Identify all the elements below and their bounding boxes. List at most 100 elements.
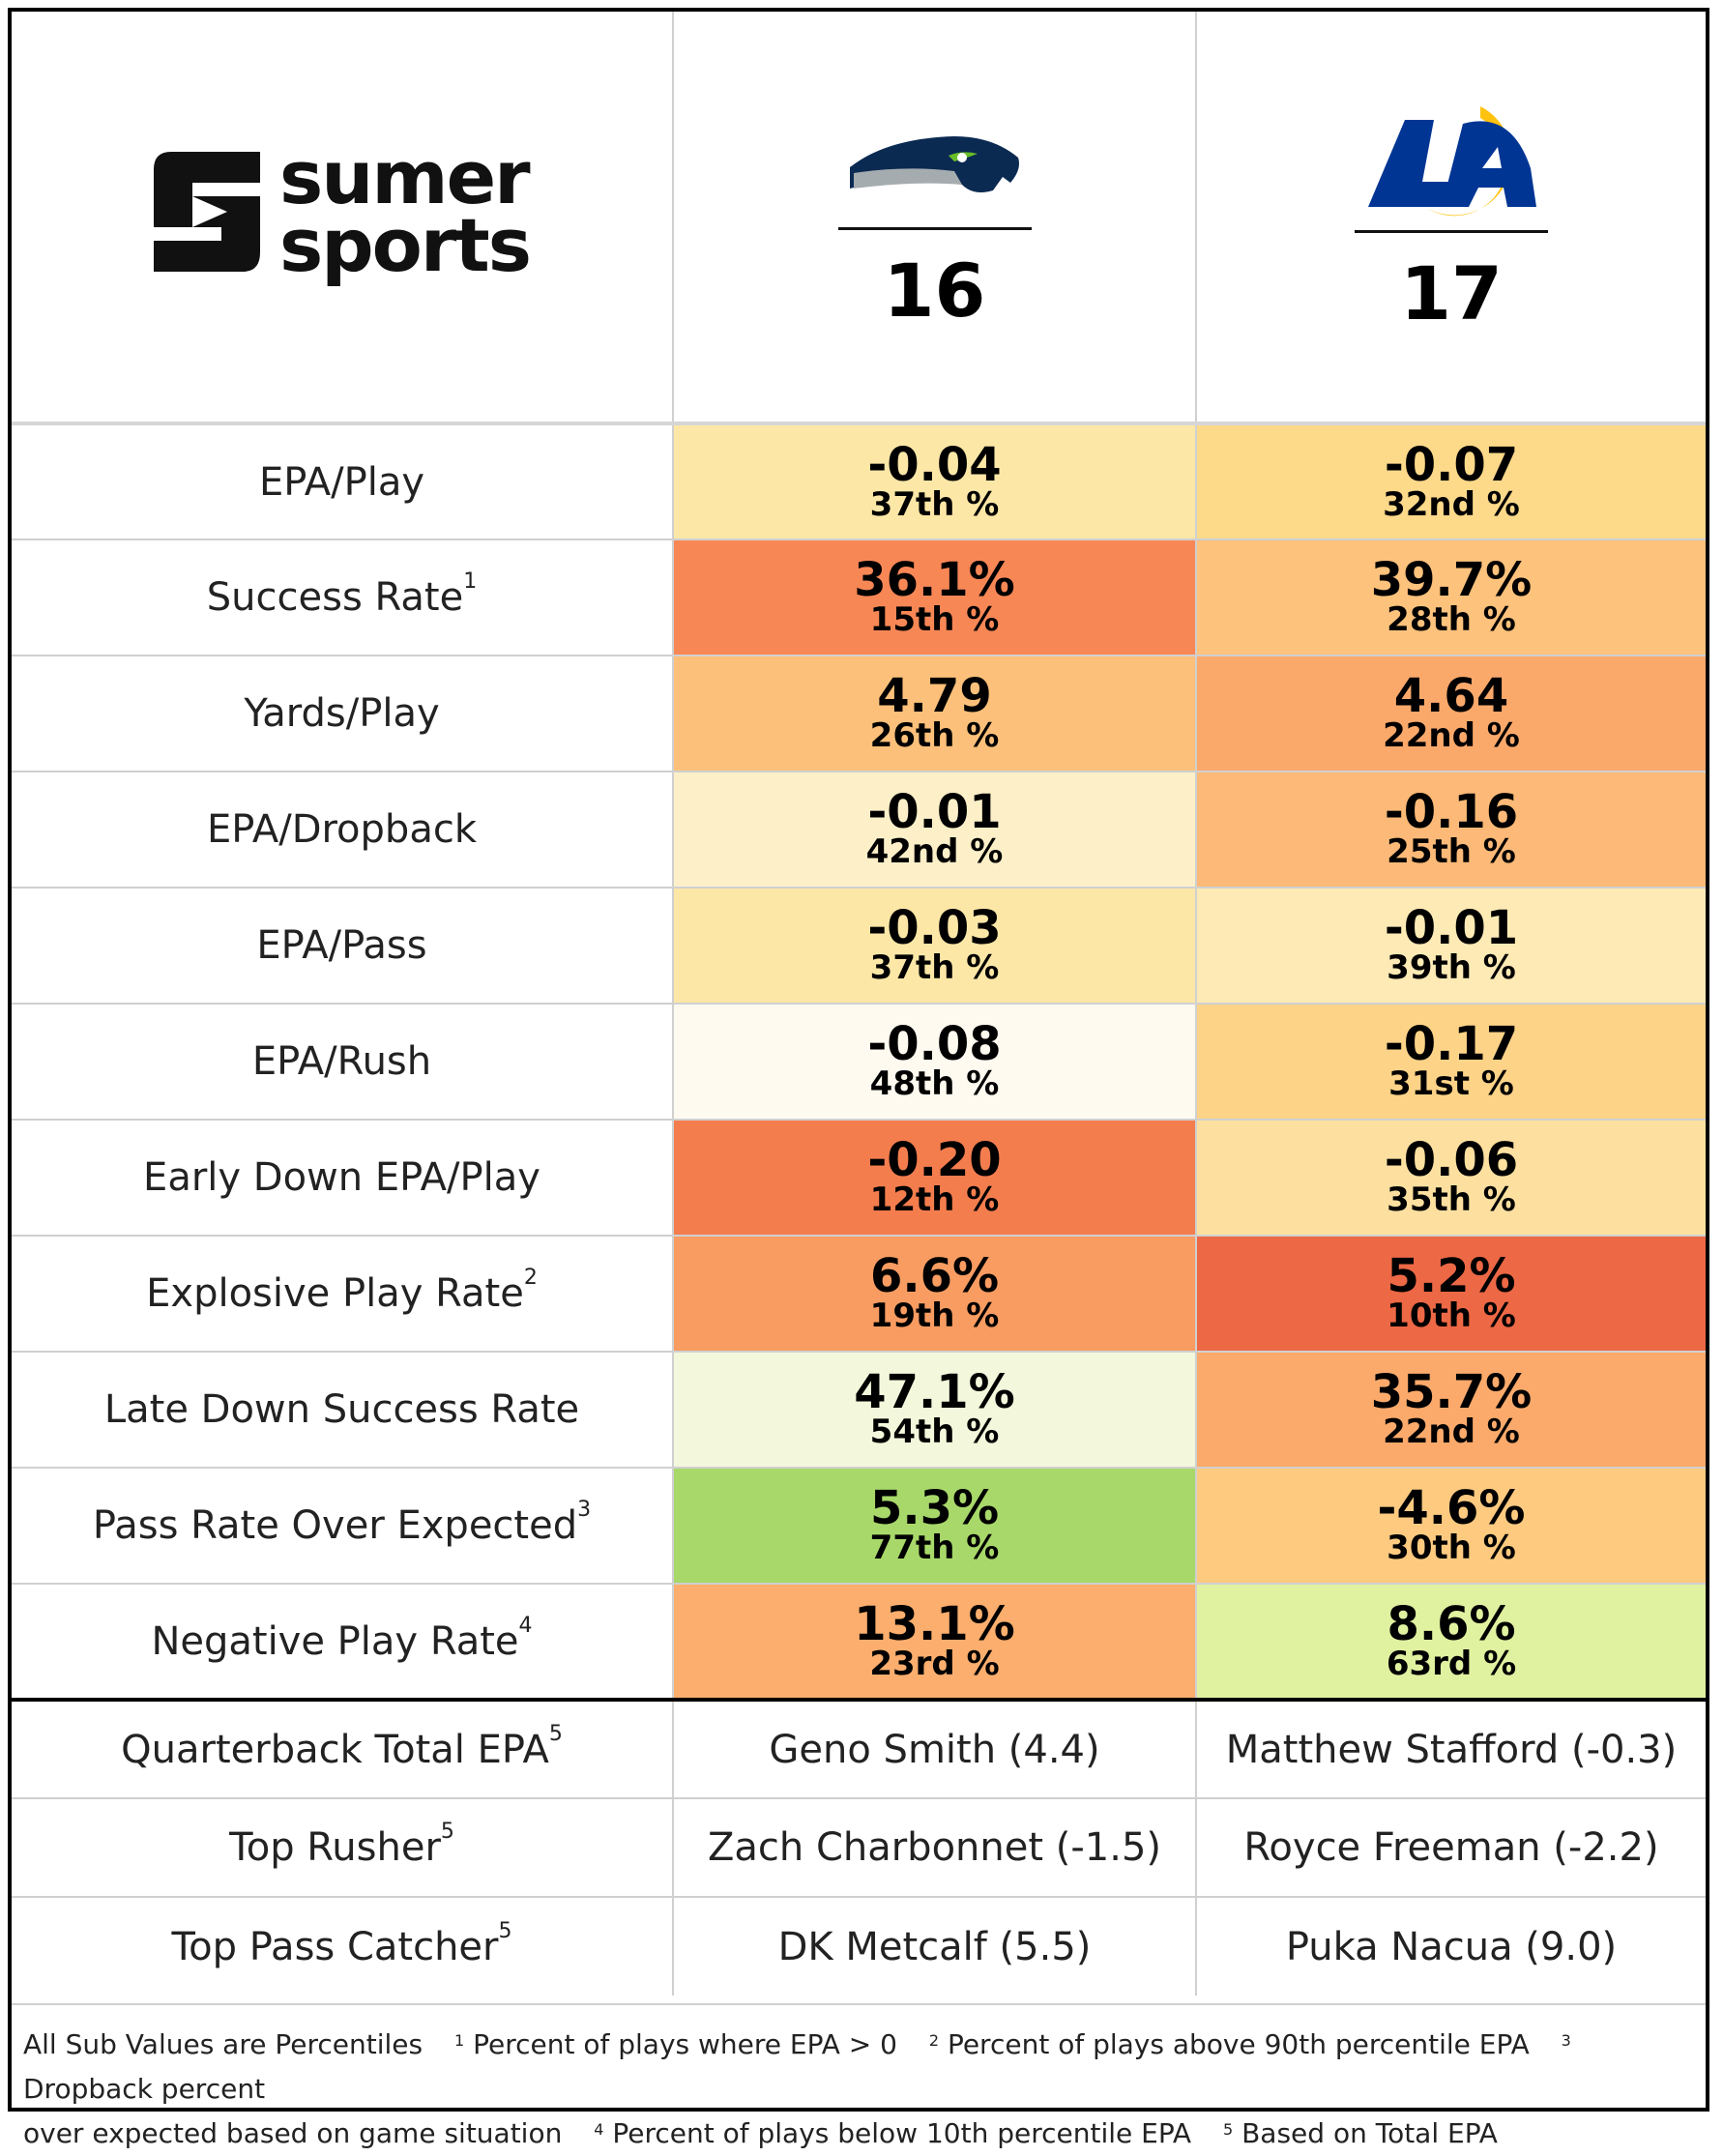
team-a-stat-cell: -0.01 42nd % [673, 771, 1197, 888]
stat-value: 6.6% [869, 1249, 1000, 1303]
player-row-label-text: Top Rusher [229, 1825, 441, 1870]
footnote-1-text: Percent of plays where EPA > 0 [473, 2028, 897, 2060]
stat-value: 47.1% [854, 1365, 1015, 1419]
brand-cell: sumer sports [12, 12, 674, 423]
team-b-player: Puka Nacua (9.0) [1196, 1896, 1706, 1996]
stat-label-text: Early Down EPA/Play [143, 1155, 540, 1200]
player-row-label-text: Quarterback Total EPA [121, 1727, 549, 1772]
team-b-stat-cell: 35.7% 22nd % [1196, 1351, 1706, 1468]
team-b-player: Royce Freeman (-2.2) [1196, 1797, 1706, 1897]
stat-value: 5.3% [869, 1481, 1000, 1535]
stat-value: 4.64 [1393, 669, 1509, 723]
footnote-3-cont: over expected based on game situation [23, 2117, 563, 2149]
team-a-underline [837, 227, 1032, 230]
brand-line2: sports [279, 202, 532, 288]
stat-percentile: 42nd % [865, 832, 1004, 871]
stat-value: -0.01 [867, 785, 1002, 839]
stat-percentile: 63rd % [1386, 1644, 1517, 1683]
stat-label: Late Down Success Rate [12, 1351, 674, 1468]
seahawks-logo-icon [849, 136, 1019, 192]
stat-value: 4.79 [877, 669, 992, 723]
player-row-label-text: Top Pass Catcher [171, 1924, 499, 1969]
stat-label-text: Pass Rate Over Expected [92, 1503, 578, 1548]
footnote-2: 2 Percent of plays above 90th percentile… [928, 2028, 1530, 2060]
stat-row: Yards/Play 4.79 26th % 4.64 22nd % [12, 655, 1706, 772]
footnote-3-text-a: Dropback percent [23, 2073, 266, 2105]
team-a-player: Geno Smith (4.4) [673, 1698, 1197, 1798]
stat-percentile: 22nd % [1383, 1413, 1520, 1451]
stat-label-text: EPA/Rush [251, 1039, 432, 1084]
team-a-stat-cell: 4.79 26th % [673, 655, 1197, 772]
stat-label-text: Negative Play Rate [151, 1618, 519, 1664]
footnote-5: 5 Based on Total EPA [1223, 2117, 1498, 2149]
stat-value: -0.03 [867, 901, 1002, 955]
stat-value: 8.6% [1387, 1596, 1516, 1651]
stat-label: EPA/Pass [12, 887, 674, 1004]
stat-value: -0.20 [867, 1133, 1002, 1187]
stat-row: Pass Rate Over Expected3 5.3% 77th % -4.6% 3… [12, 1467, 1706, 1584]
stat-value: -0.08 [867, 1017, 1002, 1071]
team-a-stat-cell: 47.1% 54th % [673, 1351, 1197, 1468]
team-b-stat-cell: -0.01 39th % [1196, 887, 1706, 1004]
stat-percentile: 19th % [869, 1297, 1000, 1335]
footnote-marker: 3 [577, 1498, 592, 1522]
stat-row: Late Down Success Rate 47.1% 54th % 35.7% 22… [12, 1351, 1706, 1468]
footnote-4: 4 Percent of plays below 10th percentile… [594, 2117, 1192, 2149]
stat-label: Success Rate1 [12, 539, 674, 656]
stat-percentile: 12th % [869, 1180, 1000, 1219]
team-a-player: Zach Charbonnet (-1.5) [673, 1797, 1197, 1897]
stat-value: 36.1% [854, 553, 1015, 607]
stat-percentile: 77th % [869, 1529, 1000, 1567]
team-b-stat-cell: -0.06 35th % [1196, 1119, 1706, 1236]
stat-label: Pass Rate Over Expected3 [12, 1467, 674, 1584]
player-row: Quarterback Total EPA5 Geno Smith (4.4) Ma… [12, 1698, 1706, 1798]
sumer-sports-logo: sumer sports [12, 141, 672, 288]
footnote-4-text: Percent of plays below 10th percentile E… [612, 2117, 1192, 2149]
stat-label: Negative Play Rate4 [12, 1583, 674, 1700]
stat-value: -0.17 [1384, 1017, 1519, 1071]
stat-label-text: Yards/Play [244, 691, 440, 736]
stats-table: sumer sports 16 [12, 12, 1706, 1996]
stat-label-text: EPA/Play [258, 459, 425, 505]
stat-value: 5.2% [1387, 1249, 1516, 1303]
stat-row: Explosive Play Rate2 6.6% 19th % 5.2% 10th % [12, 1235, 1706, 1352]
stat-label-text: EPA/Dropback [207, 807, 477, 852]
footnote-marker: 1 [463, 569, 478, 594]
comparison-card: sumer sports 16 [8, 8, 1709, 2149]
team-b-score: 17 [1400, 250, 1503, 336]
footnotes: All Sub Values are Percentiles 1 Percent… [12, 2003, 1706, 2149]
stat-value: 13.1% [854, 1596, 1015, 1651]
team-a-cell: 16 [673, 12, 1197, 423]
stat-row: EPA/Dropback -0.01 42nd % -0.16 25th % [12, 771, 1706, 888]
stat-percentile: 37th % [869, 484, 1000, 524]
team-a-stat-cell: -0.20 12th % [673, 1119, 1197, 1236]
team-a-stat-cell: -0.08 48th % [673, 1003, 1197, 1120]
stat-percentile: 25th % [1387, 832, 1516, 871]
stat-row: EPA/Pass -0.03 37th % -0.01 39th % [12, 887, 1706, 1004]
stat-value: -0.04 [867, 437, 1002, 492]
stat-value: 35.7% [1370, 1365, 1533, 1419]
stat-row: EPA/Play -0.04 37th % -0.07 32nd % [12, 422, 1706, 539]
stat-value: -0.16 [1384, 785, 1519, 839]
stat-percentile: 26th % [869, 716, 1000, 755]
team-b-stat-cell: 4.64 22nd % [1196, 655, 1706, 772]
footnote-note: All Sub Values are Percentiles [23, 2028, 423, 2060]
footnote-5-text: Based on Total EPA [1241, 2117, 1498, 2149]
team-b-stat-cell: 8.6% 63rd % [1196, 1583, 1706, 1700]
team-a-stat-cell: 5.3% 77th % [673, 1467, 1197, 1584]
footnote-marker: 2 [523, 1266, 538, 1290]
team-b-underline [1355, 230, 1548, 233]
stat-label: EPA/Dropback [12, 771, 674, 888]
stat-percentile: 31st % [1388, 1064, 1514, 1103]
sumer-mark-icon [154, 152, 261, 272]
stat-percentile: 23rd % [869, 1644, 1000, 1683]
footnote-3: 3 Dropback percent [23, 2031, 1571, 2105]
team-b-stat-cell: -4.6% 30th % [1196, 1467, 1706, 1584]
stat-label-text: Explosive Play Rate [146, 1271, 524, 1316]
team-a-stat-cell: 13.1% 23rd % [673, 1583, 1197, 1700]
footnote-marker: 5 [440, 1820, 454, 1844]
rams-logo-icon [1368, 106, 1536, 217]
footnote-marker: 5 [498, 1918, 512, 1943]
stat-percentile: 48th % [869, 1064, 1000, 1103]
player-row-label: Top Rusher5 [12, 1797, 674, 1897]
